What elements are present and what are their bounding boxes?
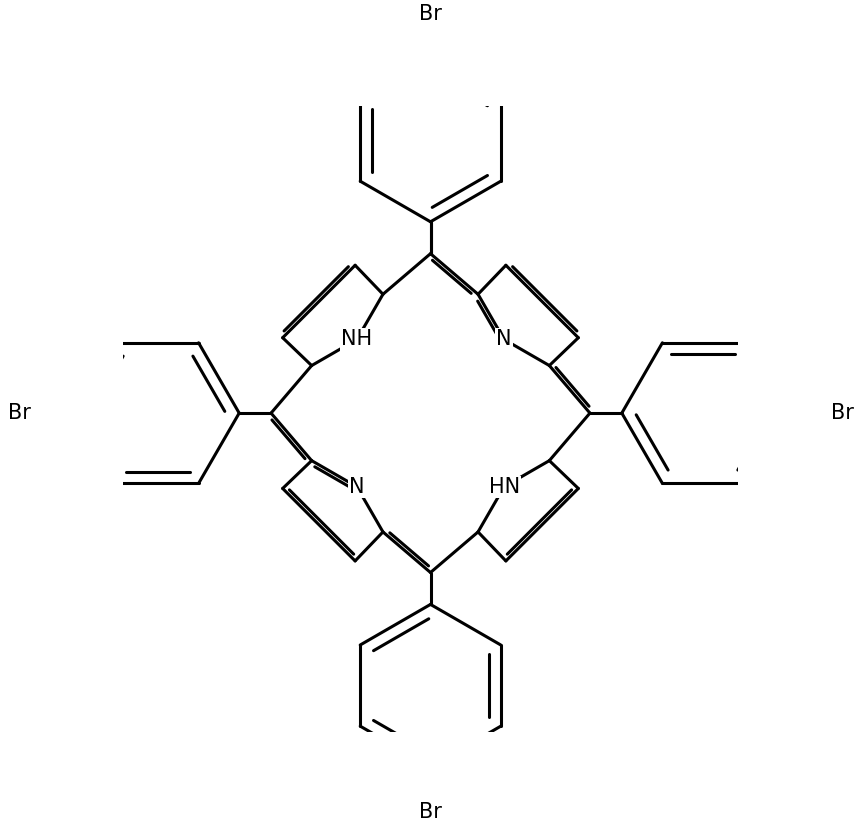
Text: Br: Br (419, 802, 442, 822)
Text: Br: Br (831, 403, 853, 423)
Text: Br: Br (8, 403, 30, 423)
Text: N: N (349, 477, 364, 496)
Text: NH: NH (341, 330, 373, 349)
Text: N: N (497, 330, 512, 349)
Text: HN: HN (488, 477, 520, 496)
Text: Br: Br (419, 4, 442, 24)
